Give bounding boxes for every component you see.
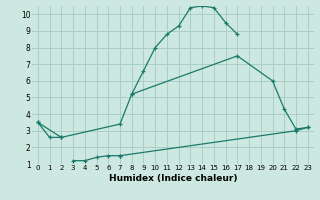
X-axis label: Humidex (Indice chaleur): Humidex (Indice chaleur) bbox=[108, 174, 237, 183]
